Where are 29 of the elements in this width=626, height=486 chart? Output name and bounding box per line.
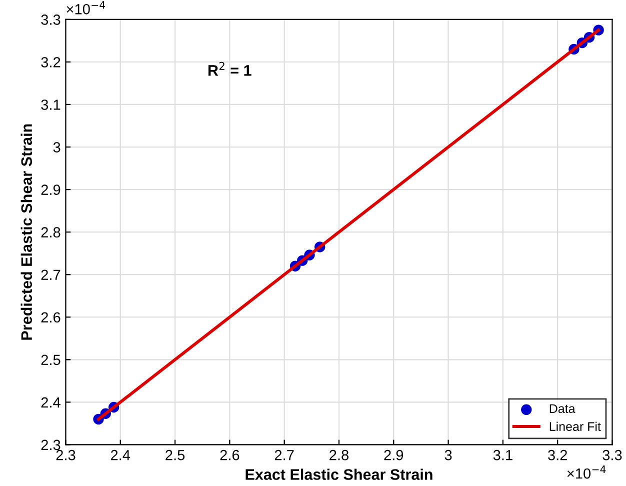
y-tick-label: 2.4 <box>41 397 60 408</box>
y-tick-label: 3 <box>53 142 60 152</box>
x-tick-label: 2.8 <box>330 450 348 460</box>
x-tick-label: 2.5 <box>166 450 185 460</box>
y-tick-label: 2.3 <box>41 440 60 450</box>
x-tick-label: 3 <box>444 450 452 460</box>
x-tick-label: 2.4 <box>110 450 130 460</box>
y-tick-label: 3.1 <box>41 100 60 110</box>
y-tick-label: 3.3 <box>41 14 60 25</box>
text: ×10$^{−4}$ <box>567 466 606 479</box>
x-tick-label: 2.9 <box>384 450 404 460</box>
x-tick-label: 2.7 <box>274 450 294 460</box>
y-tick-label: 2.7 <box>41 270 60 280</box>
legend-label: Linear Fit <box>550 422 601 431</box>
x-tick-label: 2.6 <box>220 450 240 460</box>
y-axis-title: Predicted Elastic Shear Strain <box>20 124 32 340</box>
y-tick-label: 2.5 <box>41 354 60 366</box>
legend-label: Data <box>550 404 576 414</box>
x-tick-label: 3.2 <box>548 450 567 460</box>
y-tick-label: 2.9 <box>41 184 60 195</box>
x-tick-label: 2.3 <box>56 450 76 460</box>
y-tick-label: 2.8 <box>41 227 60 238</box>
x-tick-label: 3.3 <box>602 450 622 460</box>
x-tick-label: 3.1 <box>493 450 512 460</box>
y-tick-label: 3.2 <box>41 57 60 68</box>
y-tick-label: 2.6 <box>41 312 60 323</box>
annotation: R$^{2}$ = 1 <box>208 62 252 76</box>
text: ×10$^{−4}$ <box>66 1 106 14</box>
x-axis-title: Exact Elastic Shear Strain <box>246 468 432 480</box>
